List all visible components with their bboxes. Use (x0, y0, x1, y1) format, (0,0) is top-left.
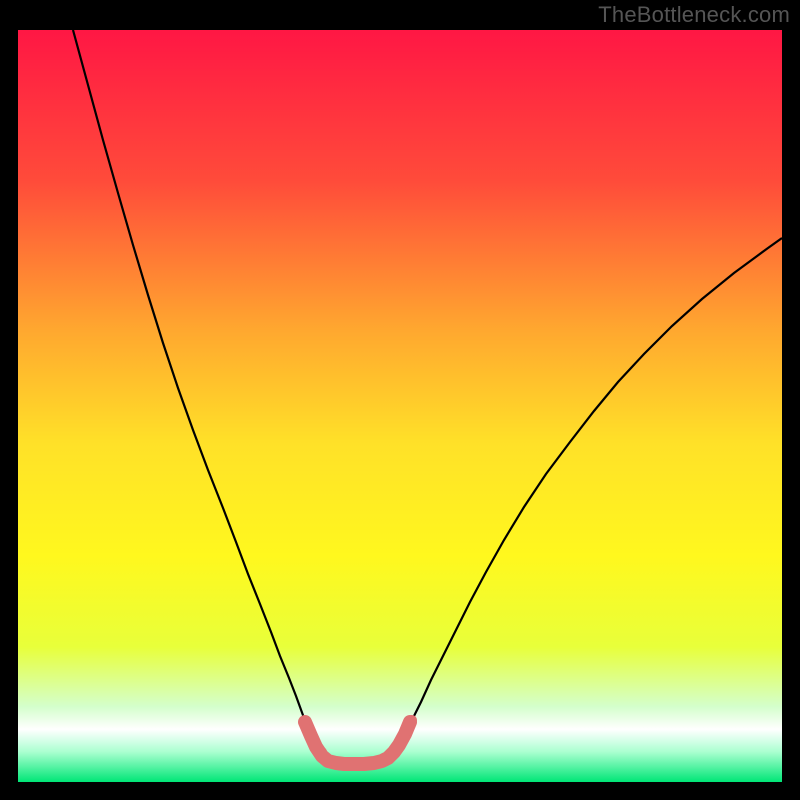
bottleneck-curve-chart (18, 30, 782, 782)
watermark-text: TheBottleneck.com (598, 2, 790, 28)
chart-container: TheBottleneck.com (0, 0, 800, 800)
gradient-background (18, 30, 782, 782)
